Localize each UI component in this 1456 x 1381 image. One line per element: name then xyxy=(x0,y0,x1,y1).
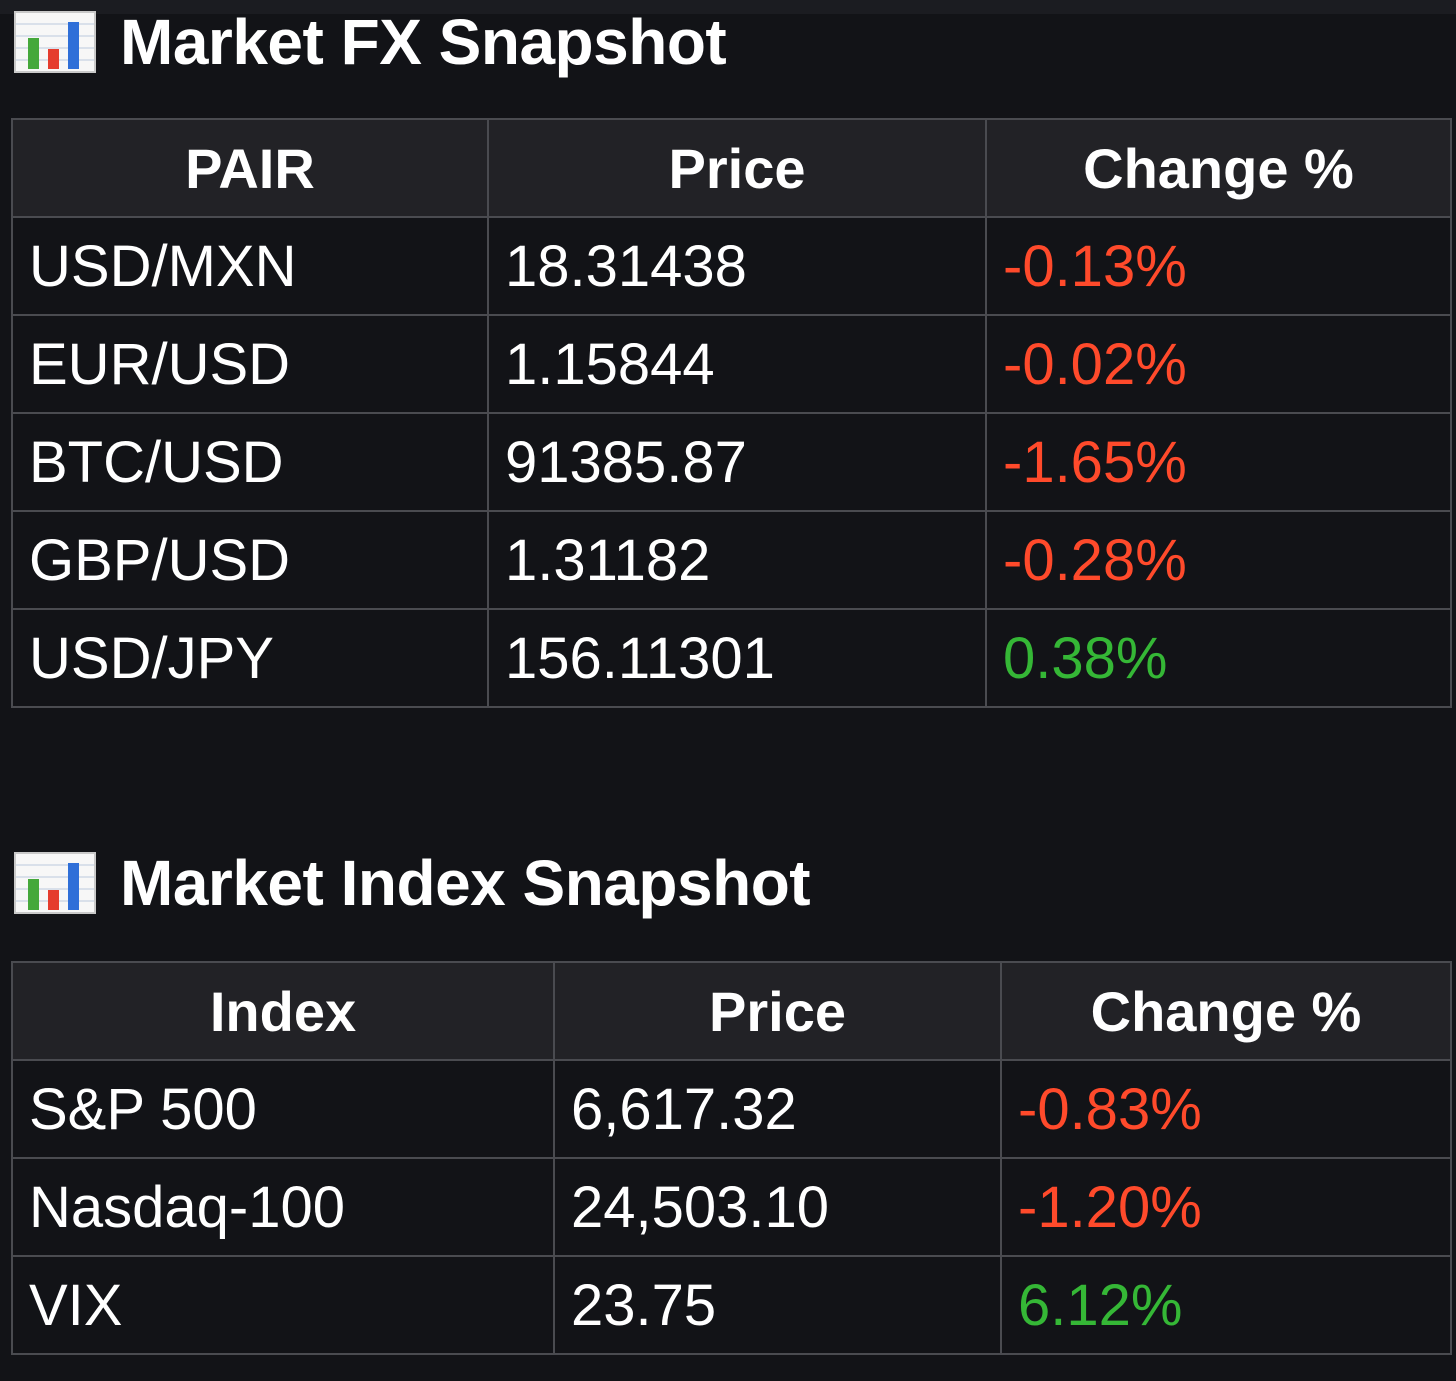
fx-header-pair: PAIR xyxy=(11,118,489,218)
fx-table: PAIR Price Change % USD/MXN 18.31438 -0.… xyxy=(11,118,1452,708)
index-price-cell: 6,617.32 xyxy=(553,1059,1002,1159)
fx-header-change: Change % xyxy=(985,118,1452,218)
fx-change-cell: -1.65% xyxy=(985,412,1452,512)
fx-change-cell: -0.02% xyxy=(985,314,1452,414)
fx-title: Market FX Snapshot xyxy=(120,6,727,78)
table-row: Nasdaq-100 24,503.10 -1.20% xyxy=(11,1157,1452,1257)
table-row: USD/JPY 156.11301 0.38% xyxy=(11,608,1452,708)
fx-price-cell: 156.11301 xyxy=(487,608,987,708)
index-change-cell: -1.20% xyxy=(1000,1157,1452,1257)
fx-pair-cell: GBP/USD xyxy=(11,510,489,610)
index-header-row: Index Price Change % xyxy=(11,961,1452,1061)
index-name-cell: VIX xyxy=(11,1255,555,1355)
fx-pair-cell: EUR/USD xyxy=(11,314,489,414)
fx-pair-cell: BTC/USD xyxy=(11,412,489,512)
fx-header-price: Price xyxy=(487,118,987,218)
table-row: USD/MXN 18.31438 -0.13% xyxy=(11,216,1452,316)
index-change-cell: 6.12% xyxy=(1000,1255,1452,1355)
fx-pair-cell: USD/JPY xyxy=(11,608,489,708)
fx-change-cell: 0.38% xyxy=(985,608,1452,708)
fx-price-cell: 1.31182 xyxy=(487,510,987,610)
fx-pair-cell: USD/MXN xyxy=(11,216,489,316)
table-row: GBP/USD 1.31182 -0.28% xyxy=(11,510,1452,610)
index-header-price: Price xyxy=(553,961,1002,1061)
fx-change-cell: -0.28% xyxy=(985,510,1452,610)
fx-section-title: Market FX Snapshot xyxy=(14,0,727,84)
index-section-title: Market Index Snapshot xyxy=(14,841,811,925)
table-row: S&P 500 6,617.32 -0.83% xyxy=(11,1059,1452,1159)
fx-price-cell: 18.31438 xyxy=(487,216,987,316)
index-header-change: Change % xyxy=(1000,961,1452,1061)
fx-price-cell: 91385.87 xyxy=(487,412,987,512)
index-price-cell: 23.75 xyxy=(553,1255,1002,1355)
bar-chart-icon xyxy=(14,852,96,914)
fx-header-row: PAIR Price Change % xyxy=(11,118,1452,218)
table-row: VIX 23.75 6.12% xyxy=(11,1255,1452,1355)
index-name-cell: Nasdaq-100 xyxy=(11,1157,555,1257)
table-row: BTC/USD 91385.87 -1.65% xyxy=(11,412,1452,512)
fx-change-cell: -0.13% xyxy=(985,216,1452,316)
index-price-cell: 24,503.10 xyxy=(553,1157,1002,1257)
index-name-cell: S&P 500 xyxy=(11,1059,555,1159)
index-change-cell: -0.83% xyxy=(1000,1059,1452,1159)
index-title: Market Index Snapshot xyxy=(120,847,811,919)
fx-price-cell: 1.15844 xyxy=(487,314,987,414)
index-table: Index Price Change % S&P 500 6,617.32 -0… xyxy=(11,961,1452,1355)
index-header-name: Index xyxy=(11,961,555,1061)
bar-chart-icon xyxy=(14,11,96,73)
table-row: EUR/USD 1.15844 -0.02% xyxy=(11,314,1452,414)
top-strip xyxy=(0,0,1456,14)
